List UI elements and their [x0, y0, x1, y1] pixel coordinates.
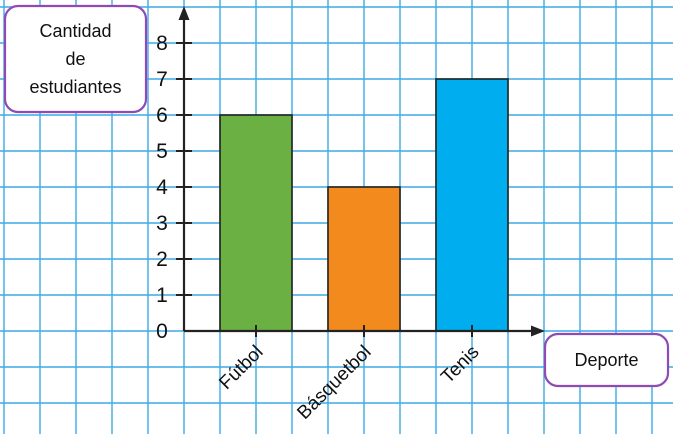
- y-tick-label: 3: [156, 212, 168, 235]
- x-category-label: Fútbol: [215, 342, 267, 394]
- y-axis-title-box: Cantidad de estudiantes: [3, 4, 148, 114]
- axes: [178, 6, 545, 337]
- x-axis-arrow-icon: [531, 325, 545, 337]
- y-tick-label: 7: [156, 68, 168, 91]
- y-tick-label: 4: [156, 176, 168, 199]
- x-category-label: Básquetbol: [293, 342, 375, 424]
- x-category-label: Tenis: [437, 342, 483, 388]
- y-tick-label: 5: [156, 140, 168, 163]
- bar-3: [435, 78, 509, 332]
- y-axis-title-frame: [3, 4, 148, 114]
- y-tick-label: 8: [156, 32, 168, 55]
- x-axis-title-box: Deporte: [543, 332, 670, 388]
- x-axis-title: Deporte: [574, 350, 638, 370]
- y-tick-label: 0: [156, 320, 168, 343]
- bar-1: [219, 114, 293, 332]
- x-axis-title-frame: [543, 332, 670, 388]
- y-axis-arrow-icon: [178, 6, 190, 20]
- y-axis-title-line-2: de: [65, 49, 85, 69]
- y-tick-label: 1: [156, 284, 168, 307]
- bar-2: [327, 186, 401, 332]
- bars: [219, 78, 509, 332]
- y-tick-label: 2: [156, 248, 168, 271]
- y-axis-title-line-1: Cantidad: [39, 21, 111, 41]
- y-ticks: 0 1 2 3 4 5 6 7 8: [156, 32, 473, 343]
- y-tick-label: 6: [156, 104, 168, 127]
- y-axis-title-line-3: estudiantes: [29, 77, 121, 97]
